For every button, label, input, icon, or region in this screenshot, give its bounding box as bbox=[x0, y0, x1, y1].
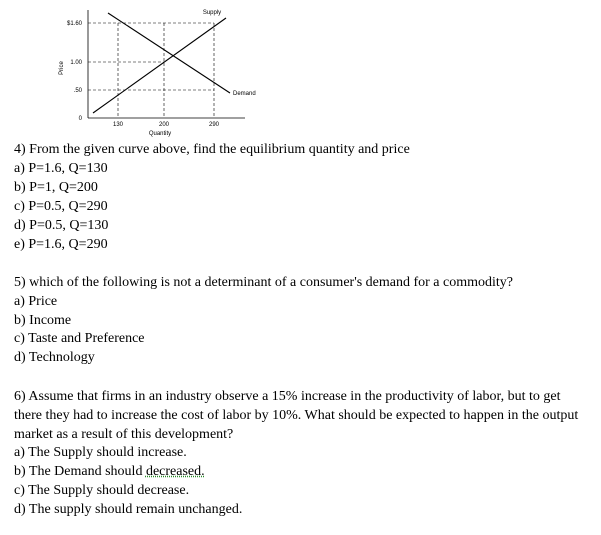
option: c) The Supply should decrease. bbox=[14, 483, 190, 498]
option-text: b) The Demand should bbox=[14, 464, 146, 479]
y-axis-label: Price bbox=[59, 61, 65, 75]
option: b) The Demand should decreased. bbox=[14, 462, 205, 481]
y-tick-label: 0 bbox=[79, 116, 83, 122]
supply-curve bbox=[92, 17, 227, 114]
x-axis-label: Quantity bbox=[149, 131, 171, 137]
option: e) P=1.6, Q=290 bbox=[14, 237, 108, 252]
option: a) P=1.6, Q=130 bbox=[14, 161, 108, 176]
option: d) The supply should remain unchanged. bbox=[14, 502, 243, 517]
question-prompt: 4) From the given curve above, find the … bbox=[14, 142, 410, 157]
x-tick-label: 290 bbox=[209, 122, 220, 128]
x-tick-label: 200 bbox=[159, 122, 170, 128]
option: a) The Supply should increase. bbox=[14, 445, 187, 460]
supply-demand-figure: $1.60 1.00 .50 0 130 200 290 Quantity Pr… bbox=[59, 10, 256, 137]
question-prompt: 5) which of the following is not a deter… bbox=[14, 275, 514, 290]
y-tick-label: $1.60 bbox=[67, 21, 83, 27]
option: a) Price bbox=[14, 294, 58, 309]
option: c) P=0.5, Q=290 bbox=[14, 199, 108, 214]
misspelled-word: decreased. bbox=[145, 464, 205, 479]
question-prompt: 6) Assume that firms in an industry obse… bbox=[14, 389, 579, 442]
option: b) P=1, Q=200 bbox=[14, 180, 98, 195]
y-tick-label: .50 bbox=[74, 88, 83, 94]
y-tick-label: 1.00 bbox=[70, 60, 82, 66]
option: b) Income bbox=[14, 313, 72, 328]
option: d) Technology bbox=[14, 350, 95, 365]
option: d) P=0.5, Q=130 bbox=[14, 218, 109, 233]
option: c) Taste and Preference bbox=[14, 331, 145, 346]
x-tick-label: 130 bbox=[113, 122, 124, 128]
demand-curve bbox=[107, 12, 231, 94]
demand-label: Demand bbox=[233, 91, 256, 97]
supply-label: Supply bbox=[203, 10, 221, 16]
